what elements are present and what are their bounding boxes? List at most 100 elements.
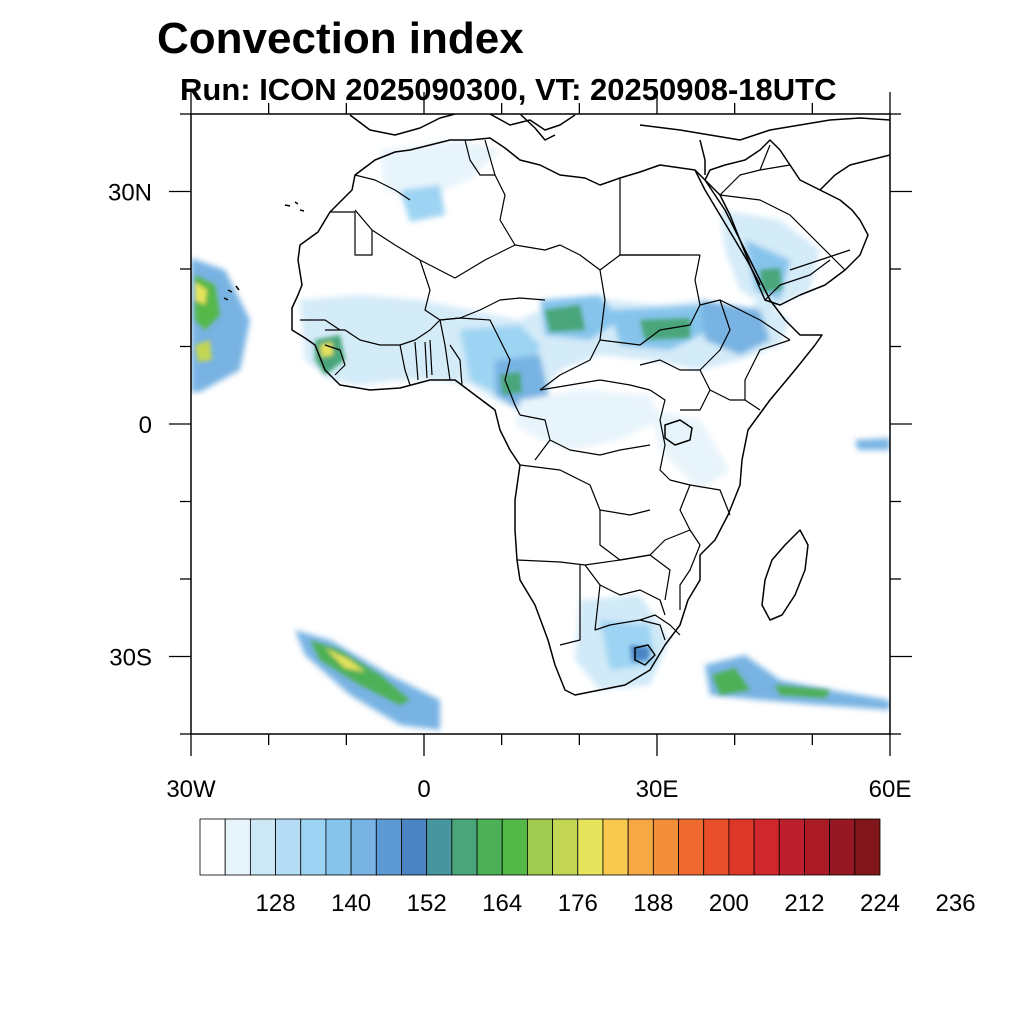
capeverde-yellow bbox=[195, 282, 207, 305]
border-sahara-mauritania bbox=[330, 211, 373, 256]
colorbar-swatch bbox=[375, 818, 402, 876]
x-tick-label: 30E bbox=[636, 776, 679, 803]
madagascar-coastline bbox=[761, 529, 809, 621]
x-tick-label: 0 bbox=[417, 776, 430, 803]
europe-coastline bbox=[489, 114, 576, 131]
colorbar-label: 128 bbox=[256, 890, 296, 917]
indian-ocean-patch bbox=[855, 438, 890, 450]
colorbar-label: 200 bbox=[709, 890, 749, 917]
persian-gulf-coastline bbox=[819, 154, 890, 191]
colorbar-swatch bbox=[325, 818, 352, 876]
colorbar-label: 236 bbox=[936, 890, 976, 917]
guinea-yellow bbox=[320, 342, 333, 357]
colorbar-label: 140 bbox=[331, 890, 371, 917]
maghreb-field bbox=[380, 140, 500, 200]
border-congo bbox=[519, 414, 651, 461]
map-frame: 30W 0 30E 60E 30N 0 30S bbox=[108, 92, 912, 803]
anatolia-coastline bbox=[639, 117, 890, 141]
map-subtitle: Run: ICON 2025090300, VT: 20250908-18UTC bbox=[180, 72, 837, 107]
border-ghana-togo bbox=[414, 341, 428, 381]
colorbar-label: 188 bbox=[633, 890, 673, 917]
colorbar-swatch bbox=[401, 818, 428, 876]
country-borders bbox=[300, 139, 851, 646]
congo-field bbox=[515, 390, 660, 450]
indian-front-green2 bbox=[775, 685, 830, 698]
border-north bbox=[354, 209, 680, 279]
colorbar-label: 164 bbox=[482, 890, 522, 917]
colorbar-swatch bbox=[426, 818, 453, 876]
colorbar-label: 152 bbox=[407, 890, 447, 917]
colorbar-swatch bbox=[249, 818, 276, 876]
border-sa-east bbox=[639, 614, 681, 636]
yemen-green bbox=[760, 268, 782, 292]
border-namibia bbox=[516, 559, 621, 646]
capeverde-yellow2 bbox=[195, 340, 212, 362]
colorbar-swatch bbox=[476, 818, 503, 876]
border-uganda-congo bbox=[649, 389, 671, 481]
levant-coastline bbox=[699, 139, 706, 175]
border-nigeria-niger bbox=[439, 317, 501, 341]
coastlines bbox=[223, 114, 890, 696]
axis-ticks bbox=[169, 92, 912, 756]
border-chad-sudan bbox=[539, 269, 606, 391]
y-tick-label: 0 bbox=[139, 412, 152, 439]
axis-tick-labels: 30W 0 30E 60E 30N 0 30S bbox=[108, 180, 911, 804]
atlantic-front-yellow bbox=[325, 648, 365, 672]
italy-coastline bbox=[519, 114, 556, 141]
colorbar-swatch bbox=[527, 818, 553, 876]
border-zimbabwe bbox=[619, 554, 671, 601]
colorbar-swatch bbox=[678, 818, 705, 876]
ethiopia-core bbox=[700, 300, 770, 355]
lesotho-border bbox=[634, 644, 656, 666]
y-tick-label: 30S bbox=[109, 645, 152, 672]
colorbar-swatch bbox=[577, 818, 604, 876]
indian-front-green bbox=[712, 668, 750, 695]
colorbar-swatch bbox=[275, 818, 302, 876]
colorbar-swatch bbox=[199, 818, 226, 876]
x-tick-label: 60E bbox=[869, 776, 912, 803]
colorbar-swatch bbox=[804, 818, 831, 876]
colorbar-swatch bbox=[728, 818, 755, 876]
map-title: Convection index bbox=[157, 14, 524, 63]
colorbar-swatch bbox=[602, 818, 629, 876]
colorbar-swatch bbox=[300, 818, 327, 876]
border-botswana bbox=[584, 564, 666, 641]
colorbar-labels: 128 140 152 164 176 188 200 212 224 236 bbox=[256, 890, 976, 917]
red-sea-coastline bbox=[694, 169, 761, 286]
x-tick-label: 30W bbox=[166, 776, 216, 803]
cameroon-green bbox=[500, 372, 522, 395]
convection-field bbox=[191, 140, 890, 730]
colorbar-swatch bbox=[451, 818, 478, 876]
border-tunisia bbox=[464, 139, 495, 176]
colorbar-swatch bbox=[652, 818, 679, 876]
colorbar-swatch bbox=[829, 818, 856, 876]
colorbar-swatch bbox=[350, 818, 377, 876]
colorbar-swatch bbox=[627, 818, 654, 876]
border-tanzania bbox=[669, 479, 731, 531]
border-west-africa-3 bbox=[300, 319, 346, 376]
border-car bbox=[539, 379, 651, 391]
border-yemen-oman bbox=[789, 249, 851, 271]
canary-islands bbox=[284, 201, 305, 212]
y-tick-label: 30N bbox=[108, 180, 152, 207]
colorbar bbox=[199, 818, 881, 876]
border-nigeria-benin bbox=[449, 344, 463, 386]
colorbar-label: 176 bbox=[558, 890, 598, 917]
border-somalia bbox=[744, 339, 791, 411]
colorbar-label: 224 bbox=[860, 890, 900, 917]
border-cameroon-nigeria bbox=[499, 339, 521, 416]
border-mozambique bbox=[679, 529, 701, 610]
colorbar-swatch bbox=[224, 818, 251, 876]
lake-victoria bbox=[664, 419, 693, 446]
east-africa-field bbox=[650, 410, 730, 490]
colorbar-swatch bbox=[753, 818, 780, 876]
border-saudi bbox=[719, 194, 846, 301]
colorbar-swatch bbox=[703, 818, 730, 876]
colorbar-label: 212 bbox=[784, 890, 824, 917]
cape-verde-islands bbox=[223, 285, 240, 301]
colorbar-swatch bbox=[778, 818, 805, 876]
cameroon-core bbox=[495, 355, 550, 410]
border-jordan-iraq bbox=[719, 144, 791, 196]
iberia-coastline bbox=[349, 114, 456, 136]
